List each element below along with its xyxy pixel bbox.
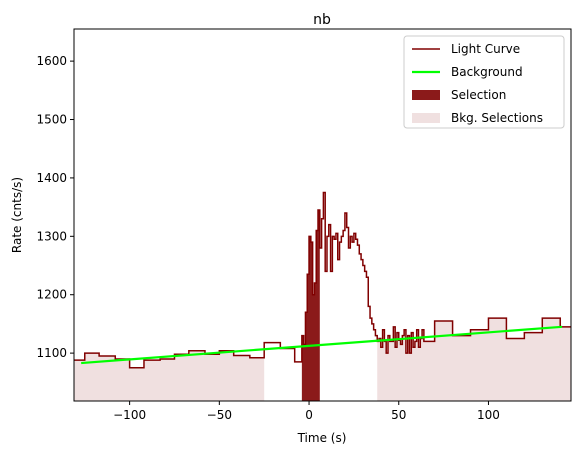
x-tick-label: 100 [477, 408, 500, 422]
x-tick-label: −100 [113, 408, 146, 422]
legend: Light Curve Background Selection Bkg. Selec… [403, 35, 565, 129]
y-tick-label: 1100 [36, 346, 67, 360]
x-tick-label: −50 [207, 408, 232, 422]
bkg-selection-fill [74, 350, 265, 401]
y-tick-label: 1300 [36, 229, 67, 243]
plot-area [74, 191, 571, 401]
legend-label: Background [451, 65, 523, 79]
y-tick-label: 1500 [36, 113, 67, 127]
y-tick-label: 1600 [36, 54, 67, 68]
legend-frame [403, 35, 565, 129]
legend-swatch-patch [412, 113, 440, 123]
x-axis-label: Time (s) [297, 431, 347, 445]
selection-area [301, 210, 320, 401]
x-axis-ticks: −100 −50 0 50 100 [113, 401, 500, 422]
plot-frame [73, 28, 572, 402]
y-axis-ticks: 1100 1200 1300 1400 1500 1600 [36, 54, 74, 360]
y-tick-label: 1200 [36, 288, 67, 302]
background-line [81, 325, 563, 365]
legend-label: Light Curve [451, 42, 520, 56]
light-curve-series [74, 191, 571, 369]
legend-label: Bkg. Selections [451, 111, 543, 125]
background-series [81, 325, 563, 365]
legend-label: Selection [451, 88, 506, 102]
x-tick-label: 0 [305, 408, 313, 422]
x-tick-label: 50 [391, 408, 406, 422]
chart-title: nb [313, 12, 331, 28]
light-curve-line [74, 191, 571, 369]
y-tick-label: 1400 [36, 171, 67, 185]
legend-swatch-patch [412, 90, 440, 100]
selection-fill [301, 210, 320, 401]
y-axis-label: Rate (cnts/s) [10, 177, 24, 253]
